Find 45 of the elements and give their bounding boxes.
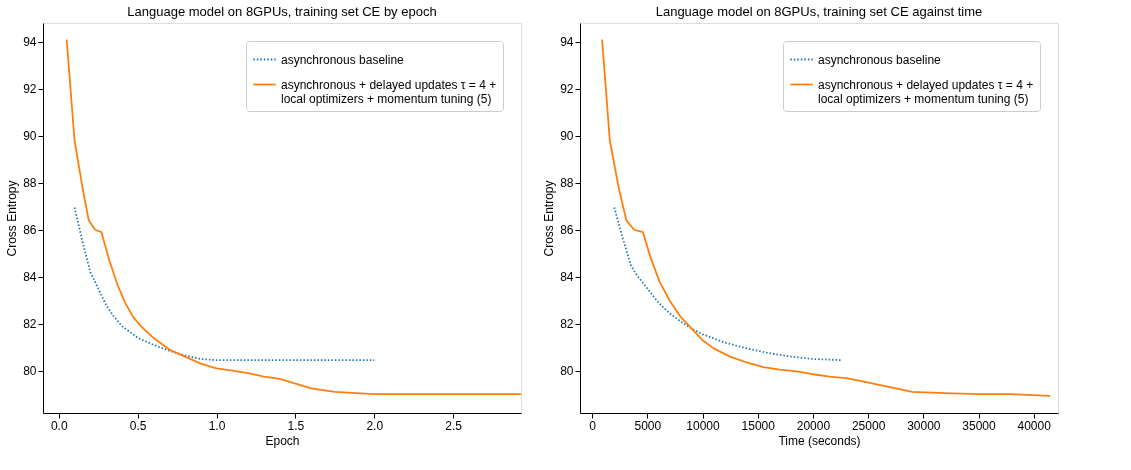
- y-tick-label: 92: [560, 82, 574, 97]
- line-series: [73, 206, 376, 362]
- y-tick-label: 82: [23, 317, 37, 332]
- x-tick-label: 1.0: [208, 418, 226, 433]
- y-tick-label: 90: [23, 129, 37, 144]
- y-tick-label: 90: [560, 129, 574, 144]
- x-tick-label: 15000: [741, 418, 776, 433]
- y-tick-label: 84: [560, 270, 574, 285]
- y-tick-label: 92: [23, 82, 37, 97]
- x-tick-label: 1.5: [287, 418, 305, 433]
- x-tick-label: 35000: [962, 418, 997, 433]
- y-tick-label: 86: [560, 223, 574, 238]
- chart-title: Language model on 8GPUs, training set CE by epoch: [127, 4, 437, 19]
- y-tick-label: 80: [560, 364, 574, 379]
- y-tick-label: 88: [23, 176, 37, 191]
- y-tick-label: 94: [23, 35, 37, 50]
- legend-label: asynchronous baseline: [818, 52, 942, 67]
- y-tick-label: 86: [23, 223, 37, 238]
- y-tick-label: 82: [560, 317, 574, 332]
- x-tick-label: 2.5: [445, 418, 463, 433]
- x-tick-label: 5000: [634, 418, 662, 433]
- legend-label: asynchronous + delayed updates τ = 4 + local optimizers + momentum tuning (5): [818, 77, 1034, 106]
- x-tick-label: 20000: [796, 418, 831, 433]
- y-tick-label: 84: [23, 270, 37, 285]
- y-tick-label: 88: [560, 176, 574, 191]
- y-tick-label: 80: [23, 364, 37, 379]
- chart-title: Language model on 8GPUs, training set CE against time: [655, 4, 983, 19]
- line-series: [65, 38, 521, 396]
- y-axis-title: Cross Entropy: [542, 180, 557, 257]
- line-series: [613, 206, 843, 362]
- x-tick-label: 0.0: [50, 418, 68, 433]
- x-tick-label: 0: [589, 418, 597, 433]
- x-tick-label: 2.0: [366, 418, 384, 433]
- x-tick-label: 10000: [686, 418, 721, 433]
- line-series: [601, 38, 1052, 397]
- x-tick-label: 30000: [907, 418, 941, 433]
- y-axis-title: Cross Entropy: [5, 180, 20, 257]
- legend-label: asynchronous + delayed updates τ = 4 + local optimizers + momentum tuning (5): [281, 77, 497, 106]
- x-tick-label: 0.5: [129, 418, 147, 433]
- legend-label: asynchronous baseline: [281, 52, 405, 67]
- x-axis-title: Time (seconds): [778, 433, 861, 448]
- x-axis-title: Epoch: [265, 433, 300, 448]
- x-tick-label: 40000: [1017, 418, 1052, 433]
- x-tick-label: 25000: [851, 418, 886, 433]
- y-tick-label: 94: [560, 35, 574, 50]
